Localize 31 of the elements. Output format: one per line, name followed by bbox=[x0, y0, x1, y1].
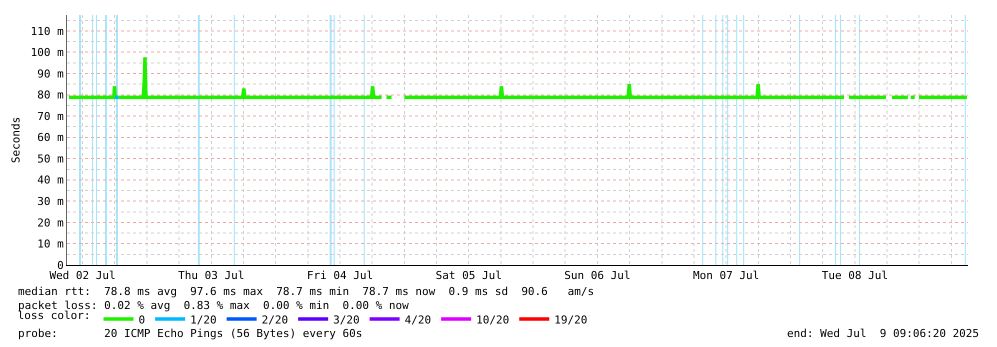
y-tick-label: 70 m bbox=[37, 110, 64, 123]
y-tick-label: 100 m bbox=[30, 46, 64, 60]
y-tick-label: 90 m bbox=[37, 67, 64, 80]
x-tick-label: Thu 03 Jul bbox=[178, 269, 244, 282]
legend-label: 1/20 bbox=[190, 313, 217, 326]
legend-label: 10/20 bbox=[476, 313, 510, 326]
legend-label: 4/20 bbox=[404, 313, 432, 326]
y-tick-label: 110 m bbox=[30, 24, 64, 38]
y-tick-label: 40 m bbox=[37, 174, 64, 187]
y-tick-label: 10 m bbox=[37, 238, 64, 251]
legend-label: 2/20 bbox=[262, 313, 288, 326]
text: packet loss: 0.02 % avg 0.83 % max 0.00 % min 0.00 % now bbox=[18, 299, 410, 312]
y-tick-label: 20 m bbox=[37, 216, 64, 230]
legend-label: 0 bbox=[138, 313, 146, 326]
x-tick-label: Mon 07 Jul bbox=[693, 269, 760, 282]
x-tick-label: Fri 04 Jul bbox=[306, 269, 374, 282]
x-tick-label: Wed 02 Jul bbox=[49, 269, 116, 282]
y-tick-label: 80 m bbox=[37, 88, 64, 102]
y-tick-label: 30 m bbox=[37, 195, 64, 208]
y-tick-label: 60 m bbox=[37, 131, 64, 144]
y-tick-label: 0 bbox=[57, 258, 64, 272]
legend-label: 3/20 bbox=[333, 313, 360, 326]
x-tick-label: Tue 08 Jul bbox=[822, 269, 888, 282]
x-tick-label: Sat 05 Jul bbox=[436, 269, 502, 282]
y-tick-label: 50 m bbox=[37, 152, 64, 166]
text: end: Wed Jul 9 09:06:20 2025 bbox=[787, 327, 980, 340]
y-axis-title: Seconds bbox=[9, 116, 22, 164]
x-tick-label: Sun 06 Jul bbox=[564, 269, 631, 282]
text: median rtt: 78.8 ms avg 97.6 ms max 78.7 ms min 78.7 ms now 0.9 ms sd 90.6 am/s bbox=[18, 285, 594, 298]
text: probe: 20 ICMP Echo Pings (56 Bytes) every 60s bbox=[18, 327, 362, 340]
legend-label: 19/20 bbox=[554, 313, 588, 326]
